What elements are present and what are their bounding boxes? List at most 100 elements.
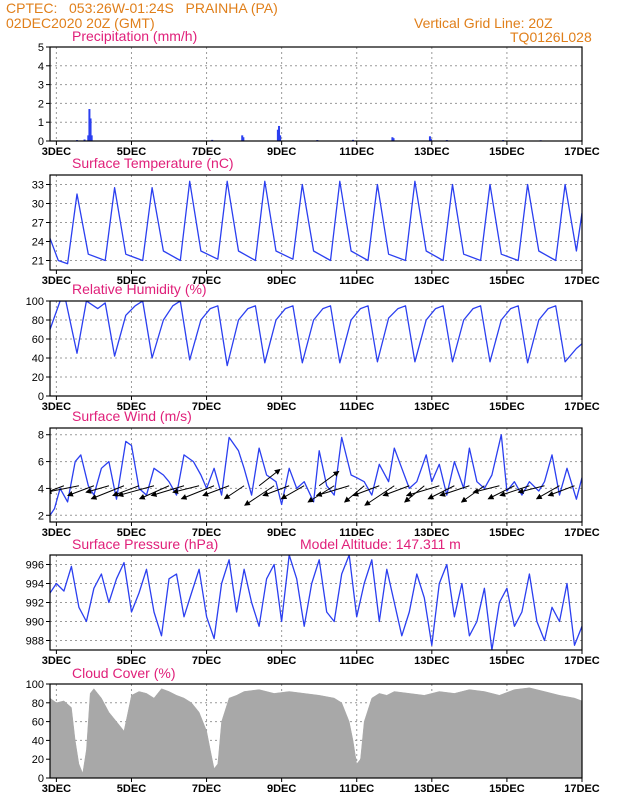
rh-xtick-label: 7DEC [192, 401, 221, 413]
grid-line-note: Vertical Grid Line: 20Z [414, 15, 553, 31]
pressure-frame [49, 554, 583, 651]
precip-bar [278, 125, 281, 141]
cloud-ytick-label: 60 [32, 717, 44, 729]
pressure-ytick-label: 996 [26, 560, 44, 572]
temp-xtick-label: 17DEC [564, 275, 600, 287]
wind-xtick-label: 5DEC [117, 527, 146, 539]
precip-bar [391, 137, 394, 141]
wind-vector [364, 485, 395, 506]
precip-panel: 0 1 2 3 4 5 3DEC 5DEC 7DEC 9DEC 11DEC 13DEC 15DEC 17D… [38, 28, 600, 158]
precip-ytick-label: 1 [38, 117, 44, 129]
wind-vector [404, 485, 425, 503]
wind-xtick-label: 3DEC [42, 527, 71, 539]
temp-xtick-label: 5DEC [117, 275, 146, 287]
pressure-ytick-label: 990 [26, 617, 44, 629]
precip-xtick-label: 5DEC [117, 146, 146, 158]
wind-line [50, 434, 582, 516]
wind-vector [202, 485, 230, 497]
precip-ytick-label: 5 [38, 42, 44, 54]
wind-xtick-label: 15DEC [489, 527, 525, 539]
precip-xtick-label: 15DEC [489, 146, 525, 158]
rh-xtick-label: 13DEC [414, 401, 450, 413]
precip-series [76, 109, 542, 141]
wind-vector [280, 485, 305, 500]
precip-bar [392, 138, 395, 141]
rh-xtick-label: 11DEC [339, 401, 374, 413]
precip-bar [242, 137, 245, 141]
temp-xtick-label: 15DEC [489, 275, 525, 287]
wind-ytick-label: 6 [38, 457, 44, 469]
cloud-xtick-label: 11DEC [339, 783, 374, 795]
precip-xtick-label: 7DEC [192, 146, 221, 158]
temp-series [50, 180, 582, 265]
precip-title: Precipitation (mm/h) [72, 28, 197, 44]
rh-series [50, 301, 582, 367]
wind-xtick-label: 7DEC [192, 527, 221, 539]
rh-ytick-label: 100 [26, 296, 44, 308]
wind-vector [343, 485, 365, 503]
cloud-xtick-label: 15DEC [489, 783, 525, 795]
wind-vector [318, 470, 340, 487]
rh-frame [49, 300, 583, 397]
wind-frame [49, 427, 583, 523]
wind-vector [66, 485, 95, 497]
pressure-title: Surface Pressure (hPa) [72, 536, 218, 552]
precip-ytick-label: 3 [38, 80, 44, 92]
temp-ytick-label: 33 [32, 180, 44, 192]
pressure-xtick-label: 9DEC [267, 655, 296, 667]
rh-xtick-label: 17DEC [564, 401, 600, 413]
temp-ytick-label: 30 [32, 199, 44, 211]
precip-bar [276, 129, 279, 141]
wind-vector [547, 485, 575, 497]
cloud-ytick-label: 20 [32, 754, 44, 766]
precip-xtick-label: 11DEC [339, 146, 374, 158]
wind-vector [150, 485, 185, 497]
wind-vector [172, 485, 200, 494]
precip-ytick-label: 4 [38, 61, 44, 73]
pressure-ytick-label: 988 [26, 636, 44, 648]
model-code: TQ0126L028 [510, 29, 592, 45]
cloud-frame [49, 683, 583, 779]
wind-vector [405, 485, 440, 497]
pressure-xtick-label: 13DEC [414, 655, 450, 667]
precip-ytick-label: 2 [38, 98, 44, 110]
temp-xtick-label: 11DEC [339, 275, 374, 287]
precip-frame [49, 46, 583, 142]
header-line1: CPTEC: 053:26W-01:24S PRAINHA (PA) [6, 0, 278, 16]
rh-xtick-label: 15DEC [489, 401, 525, 413]
temp-panel: 21 24 27 30 33 3DEC 5DEC 7DEC 9DEC 11DEC 13DEC 15DE… [32, 155, 600, 287]
pressure-xtick-label: 3DEC [42, 655, 71, 667]
precip-xtick-label: 17DEC [564, 146, 600, 158]
wind-vector [50, 485, 80, 495]
pressure-xtick-label: 7DEC [192, 655, 221, 667]
header-line2: 02DEC2020 20Z (GMT) [6, 15, 155, 31]
cloud-xtick-label: 17DEC [564, 783, 600, 795]
wind-vector [499, 485, 530, 497]
temp-xtick-label: 7DEC [192, 275, 221, 287]
wind-vector [180, 485, 215, 500]
wind-panel: 2 4 6 8 3DEC 5DEC 7DEC 9DEC 11DEC 13DEC 15DEC 17DEC… [38, 408, 600, 539]
rh-ytick-label: 60 [32, 334, 44, 346]
pressure-ytick-label: 994 [26, 579, 44, 591]
cloud-title: Cloud Cover (%) [72, 665, 175, 681]
pressure-ytick-label: 992 [26, 598, 44, 610]
wind-vector [517, 485, 545, 494]
precip-bar [89, 118, 92, 141]
wind-xtick-label: 17DEC [564, 527, 600, 539]
wind-vector [223, 485, 245, 500]
wind-vector [258, 468, 281, 487]
temp-ytick-label: 27 [32, 218, 44, 230]
wind-vector [472, 485, 500, 494]
wind-vector [117, 485, 155, 498]
precip-bar [88, 109, 91, 141]
rh-line [50, 301, 582, 367]
pressure-xtick-label: 15DEC [489, 655, 525, 667]
rh-xtick-label: 3DEC [42, 401, 71, 413]
cloud-ytick-label: 40 [32, 735, 44, 747]
cloud-series [50, 687, 582, 778]
rh-ytick-label: 0 [38, 391, 44, 403]
cloud-area [50, 687, 582, 778]
pressure-line [50, 555, 582, 650]
wind-ytick-label: 4 [38, 483, 44, 495]
wind-vector [439, 485, 470, 497]
